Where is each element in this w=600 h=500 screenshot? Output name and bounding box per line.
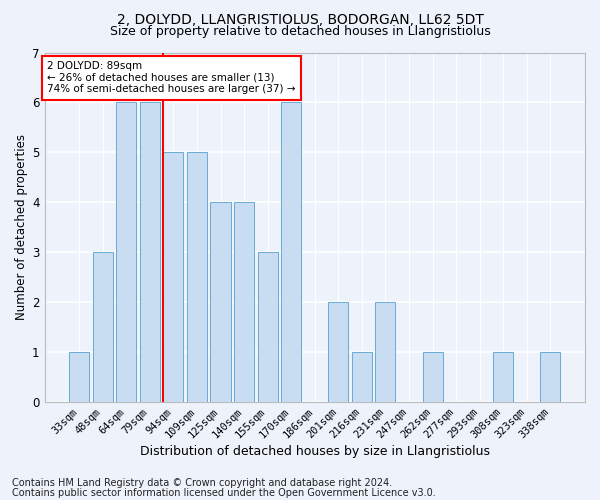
Text: 2, DOLYDD, LLANGRISTIOLUS, BODORGAN, LL62 5DT: 2, DOLYDD, LLANGRISTIOLUS, BODORGAN, LL6… bbox=[116, 12, 484, 26]
Bar bbox=[376, 302, 395, 402]
X-axis label: Distribution of detached houses by size in Llangristiolus: Distribution of detached houses by size … bbox=[140, 444, 490, 458]
Bar bbox=[140, 102, 160, 402]
Bar bbox=[234, 202, 254, 402]
Bar bbox=[69, 352, 89, 402]
Bar bbox=[116, 102, 136, 402]
Bar bbox=[92, 252, 113, 402]
Text: Contains HM Land Registry data © Crown copyright and database right 2024.: Contains HM Land Registry data © Crown c… bbox=[12, 478, 392, 488]
Bar bbox=[541, 352, 560, 402]
Bar bbox=[281, 102, 301, 402]
Bar bbox=[163, 152, 184, 402]
Bar bbox=[422, 352, 443, 402]
Bar bbox=[211, 202, 230, 402]
Bar bbox=[493, 352, 514, 402]
Text: Contains public sector information licensed under the Open Government Licence v3: Contains public sector information licen… bbox=[12, 488, 436, 498]
Bar bbox=[352, 352, 372, 402]
Text: 2 DOLYDD: 89sqm
← 26% of detached houses are smaller (13)
74% of semi-detached h: 2 DOLYDD: 89sqm ← 26% of detached houses… bbox=[47, 61, 296, 94]
Bar bbox=[328, 302, 349, 402]
Text: Size of property relative to detached houses in Llangristiolus: Size of property relative to detached ho… bbox=[110, 25, 490, 38]
Bar bbox=[187, 152, 207, 402]
Bar bbox=[257, 252, 278, 402]
Y-axis label: Number of detached properties: Number of detached properties bbox=[15, 134, 28, 320]
